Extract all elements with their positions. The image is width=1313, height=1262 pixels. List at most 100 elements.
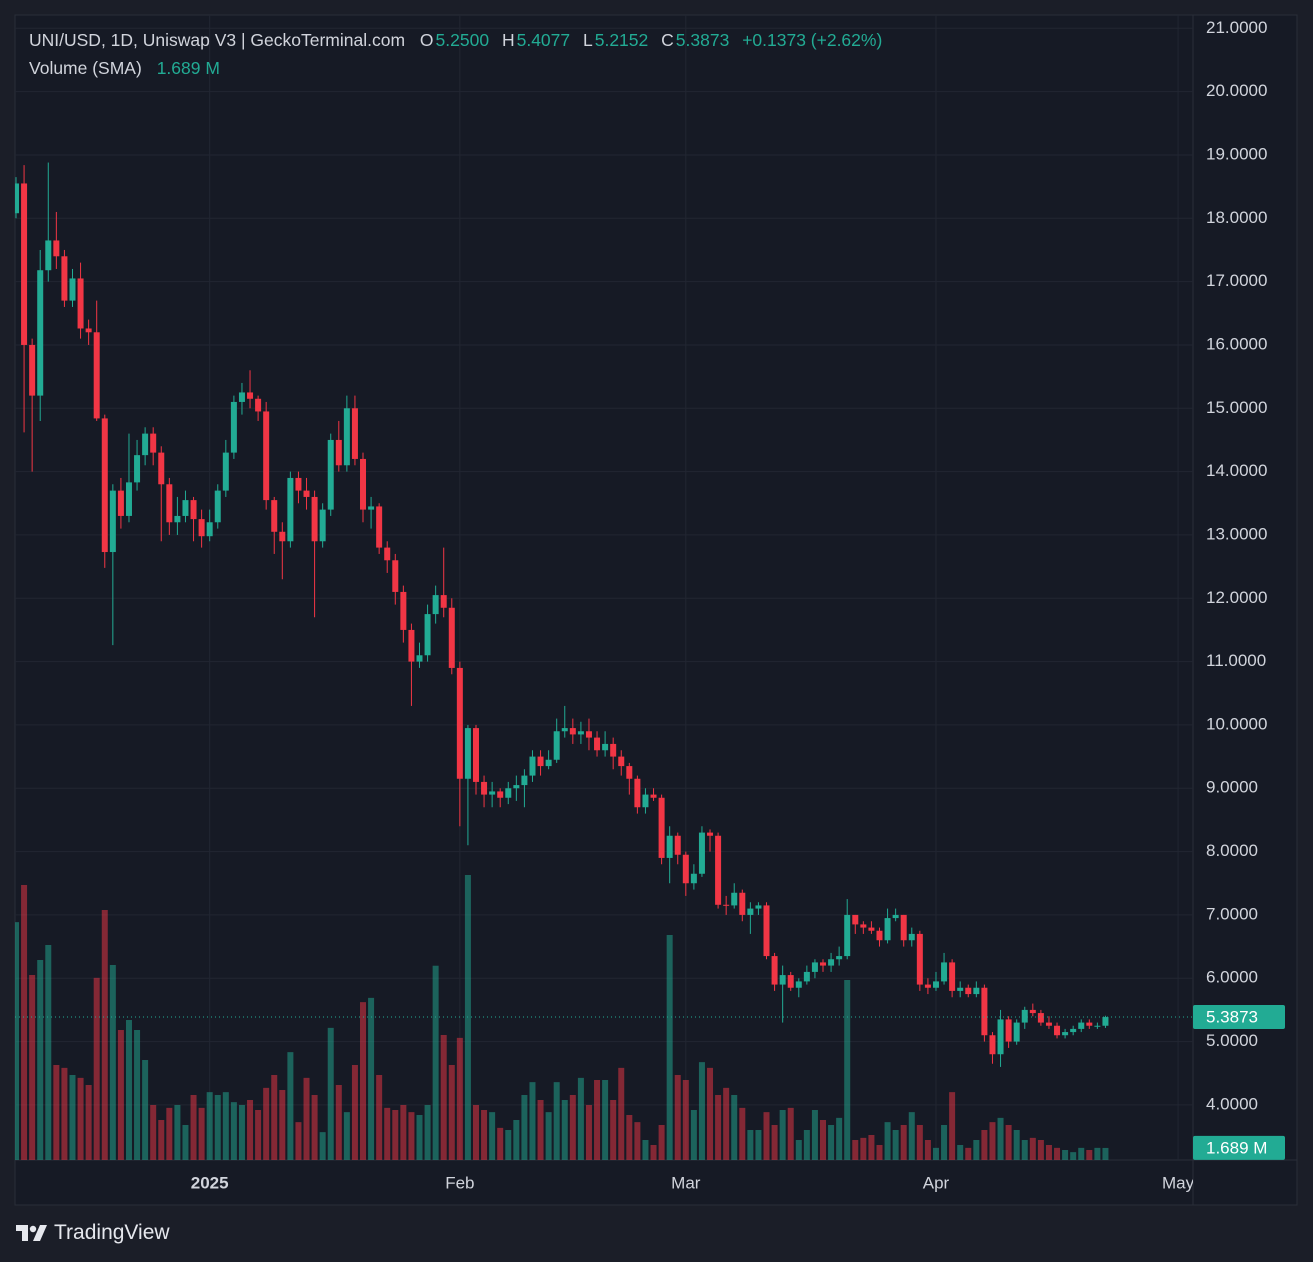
volume-bar — [553, 1082, 560, 1160]
candle-body — [15, 183, 19, 214]
candle-body — [150, 433, 157, 453]
volume-bar — [230, 1102, 237, 1160]
volume-bar — [594, 1080, 601, 1160]
candle-body — [392, 560, 399, 592]
volume-bar — [779, 1110, 786, 1160]
candle-body — [1070, 1028, 1077, 1033]
candle-body — [77, 278, 84, 329]
volume-bar — [618, 1067, 625, 1160]
candle-body — [997, 1019, 1004, 1055]
y-tick-label: 16.0000 — [1206, 334, 1267, 353]
candle-body — [182, 500, 189, 516]
candle-body — [134, 455, 141, 483]
volume-bar — [77, 1077, 84, 1160]
volume-bar — [400, 1105, 407, 1160]
volume-bar — [755, 1130, 762, 1160]
candle-body — [214, 490, 221, 523]
volume-bar — [343, 1112, 350, 1160]
volume-bar — [295, 1122, 302, 1160]
chart-panel — [14, 14, 1298, 1206]
candle-body — [924, 984, 931, 988]
candle-body — [965, 987, 972, 995]
volume-bar — [319, 1132, 326, 1160]
candle-body — [1013, 1022, 1020, 1042]
candle-body — [690, 873, 697, 884]
volume-bar — [1094, 1147, 1101, 1160]
volume-bar — [698, 1062, 705, 1160]
volume-bar — [868, 1135, 875, 1160]
volume-value: 1.689 M — [156, 58, 220, 78]
volume-bar — [795, 1140, 802, 1160]
candle-body — [190, 500, 197, 520]
volume-bar — [360, 1002, 367, 1160]
volume-bar — [650, 1145, 657, 1160]
candle-body — [650, 794, 657, 798]
y-tick-label: 5.0000 — [1206, 1031, 1258, 1050]
candle-body — [771, 956, 778, 985]
volume-bar — [166, 1107, 173, 1160]
volume-bar — [214, 1095, 221, 1160]
candle-body — [755, 905, 762, 909]
candle-body — [763, 905, 770, 957]
brand-name: TradingView — [54, 1221, 170, 1244]
candle-body — [602, 743, 609, 751]
volume-bar — [416, 1115, 423, 1160]
volume-bar — [384, 1107, 391, 1160]
volume-bar — [1086, 1150, 1093, 1160]
volume-bar — [61, 1067, 68, 1160]
volume-bar — [981, 1130, 988, 1160]
candle-body — [1086, 1022, 1093, 1026]
candle-body — [569, 728, 576, 735]
y-tick-label: 11.0000 — [1206, 651, 1266, 670]
volume-bar — [505, 1130, 512, 1160]
candle-body — [360, 458, 367, 510]
volume-bar — [892, 1130, 899, 1160]
volume-bar — [125, 1020, 132, 1160]
y-tick-label: 15.0000 — [1206, 398, 1267, 417]
volume-bar — [1029, 1137, 1036, 1160]
volume-bar — [561, 1100, 568, 1160]
volume-bar — [238, 1105, 245, 1160]
volume-bar — [21, 885, 28, 1160]
candle-body — [505, 788, 512, 798]
candle-body — [1021, 1009, 1028, 1023]
volume-bar — [432, 965, 439, 1160]
y-tick-label: 4.0000 — [1206, 1094, 1258, 1113]
candle-body — [932, 981, 939, 988]
symbol: UNI/USD, 1D, Uniswap V3 | GeckoTerminal.… — [29, 30, 406, 50]
volume-bar — [497, 1127, 504, 1160]
candle-body — [125, 482, 132, 516]
o-value: 5.2500 — [435, 30, 490, 50]
candle-body — [101, 418, 108, 553]
y-tick-label: 10.0000 — [1206, 714, 1267, 733]
candle-body — [892, 914, 899, 919]
last-volume-tag — [1193, 1135, 1285, 1160]
volume-bar — [941, 1125, 948, 1160]
candle-body — [29, 344, 36, 396]
candle-body — [723, 904, 730, 906]
brand-logo — [16, 1225, 47, 1241]
candle-body — [900, 914, 907, 941]
candle-body — [561, 728, 568, 732]
candle-body — [981, 987, 988, 1036]
c-value: 5.3873 — [675, 30, 730, 50]
candle-body — [852, 914, 859, 925]
volume-bar — [602, 1080, 609, 1160]
candle-body — [618, 756, 625, 767]
candle-body — [206, 522, 213, 537]
volume-bar — [1021, 1140, 1028, 1160]
y-tick-label: 8.0000 — [1206, 841, 1258, 860]
volume-bar — [973, 1140, 980, 1160]
candle-body — [263, 411, 270, 501]
candle-body — [472, 728, 479, 782]
candle-body — [747, 908, 754, 915]
volume-bar — [715, 1095, 722, 1160]
volume-bar — [957, 1145, 964, 1160]
brand: TradingView — [16, 1221, 170, 1245]
candle-body — [279, 531, 286, 542]
candle-body — [408, 629, 415, 662]
candle-body — [376, 506, 383, 548]
l-value: 5.2152 — [594, 30, 649, 50]
candle-body — [537, 756, 544, 767]
